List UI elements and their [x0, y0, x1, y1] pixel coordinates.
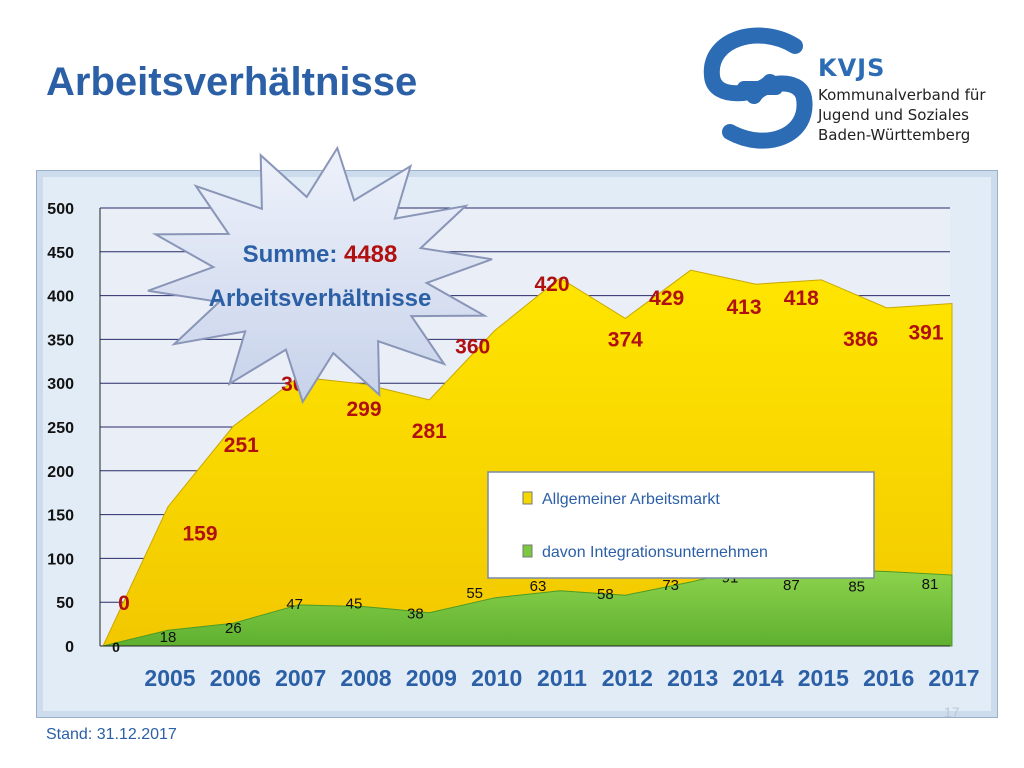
data-label-allgemeiner: 391 [908, 321, 943, 344]
data-labels-allgemeiner: 0159251307299281360420374429413418386391 [118, 273, 944, 615]
data-label-integration: 81 [922, 576, 939, 593]
x-tick-label: 2013 [667, 665, 718, 691]
x-tick-label: 2017 [928, 665, 979, 691]
legend-box [487, 471, 875, 579]
data-label-integration: 85 [848, 579, 865, 596]
logo-line-2: Jugend und Soziales [818, 106, 969, 124]
legend-label-allgemeiner: Allgemeiner Arbeitsmarkt [542, 491, 720, 508]
x-tick-label: 2010 [471, 665, 522, 691]
y-tick-label: 250 [47, 420, 74, 437]
x-tick-label: 2015 [798, 665, 849, 691]
starburst-line-1: Summe: 4488 [243, 241, 398, 268]
data-label-allgemeiner: 418 [784, 287, 819, 310]
y-axis-ticks: 0 50 100 150 200 250 300 350 400 450 500 [47, 201, 74, 656]
data-label-allgemeiner: 420 [534, 273, 569, 296]
stand-date: Stand: 31.12.2017 [46, 726, 177, 743]
data-label-allgemeiner: 360 [455, 336, 490, 359]
data-label-integration: 38 [407, 606, 424, 623]
data-label-integration: 55 [466, 585, 483, 602]
page-number: 17 [944, 704, 960, 720]
x-tick-label: 2011 [537, 665, 587, 691]
data-label-allgemeiner: 429 [649, 287, 684, 310]
x-tick-label: 2012 [602, 665, 653, 691]
y-tick-label: 300 [47, 376, 74, 393]
data-label-allgemeiner: 251 [224, 434, 259, 457]
kvjs-logo: KVJS Kommunalverband für Jugend und Sozi… [700, 24, 1000, 154]
y-tick-label: 150 [47, 508, 74, 525]
data-label-allgemeiner-start: 0 [118, 592, 130, 615]
x-tick-label: 2016 [863, 665, 914, 691]
starburst-shape [147, 145, 493, 405]
x-tick-label: 2014 [732, 665, 783, 691]
logo-line-3: Baden-Württemberg [818, 126, 971, 144]
data-label-integration: 18 [160, 629, 177, 646]
y-tick-label: 200 [47, 464, 74, 481]
starburst-sum-value: 4488 [344, 241, 397, 268]
x-tick-label: 2008 [340, 665, 391, 691]
data-label-integration: 26 [225, 620, 242, 637]
legend-swatch-green [522, 544, 533, 558]
x-tick-label: 2007 [275, 665, 326, 691]
page-title: Arbeitsverhältnisse [46, 60, 418, 104]
legend-label-integration: davon Integrationsunternehmen [542, 544, 768, 561]
x-tick-label: 2006 [210, 665, 261, 691]
sum-starburst: Summe: 4488 Arbeitsverhältnisse [147, 145, 493, 405]
data-label-integration-start: 0 [112, 639, 120, 655]
y-tick-label: 50 [56, 595, 74, 612]
x-tick-label: 2009 [406, 665, 457, 691]
y-tick-label: 400 [47, 289, 74, 306]
data-label-integration: 63 [530, 578, 547, 595]
data-label-integration: 47 [286, 596, 303, 613]
y-tick-label: 450 [47, 245, 74, 262]
legend: Allgemeiner Arbeitsmarkt davon Integratio… [487, 471, 875, 579]
y-tick-label: 0 [65, 639, 74, 656]
data-label-allgemeiner: 386 [843, 328, 878, 351]
area-integrationsunternehmen [102, 565, 953, 647]
data-label-allgemeiner: 374 [608, 328, 643, 351]
data-label-integration: 45 [346, 596, 363, 613]
data-label-allgemeiner: 159 [182, 523, 217, 546]
y-tick-label: 500 [47, 201, 74, 218]
legend-swatch-yellow [522, 491, 533, 505]
starburst-sum-label: Summe: [243, 241, 344, 268]
y-tick-label: 350 [47, 332, 74, 349]
logo-line-1: Kommunalverband für [818, 86, 986, 104]
data-label-allgemeiner: 281 [412, 420, 447, 443]
data-label-integration: 87 [783, 577, 800, 594]
starburst-line-2: Arbeitsverhältnisse [209, 285, 432, 312]
y-tick-label: 100 [47, 551, 74, 568]
kvjs-logo-icon [703, 27, 813, 149]
x-tick-label: 2005 [144, 665, 195, 691]
x-axis [99, 208, 950, 647]
data-label-allgemeiner: 413 [726, 296, 761, 319]
data-label-integration: 73 [662, 577, 679, 594]
x-axis-ticks: 2005 2006 2007 2008 2009 2010 2011 2012 2013 2014… [144, 665, 979, 691]
data-label-allgemeiner: 299 [346, 398, 381, 421]
data-label-integration: 58 [597, 586, 614, 603]
logo-brand: KVJS [818, 54, 886, 82]
